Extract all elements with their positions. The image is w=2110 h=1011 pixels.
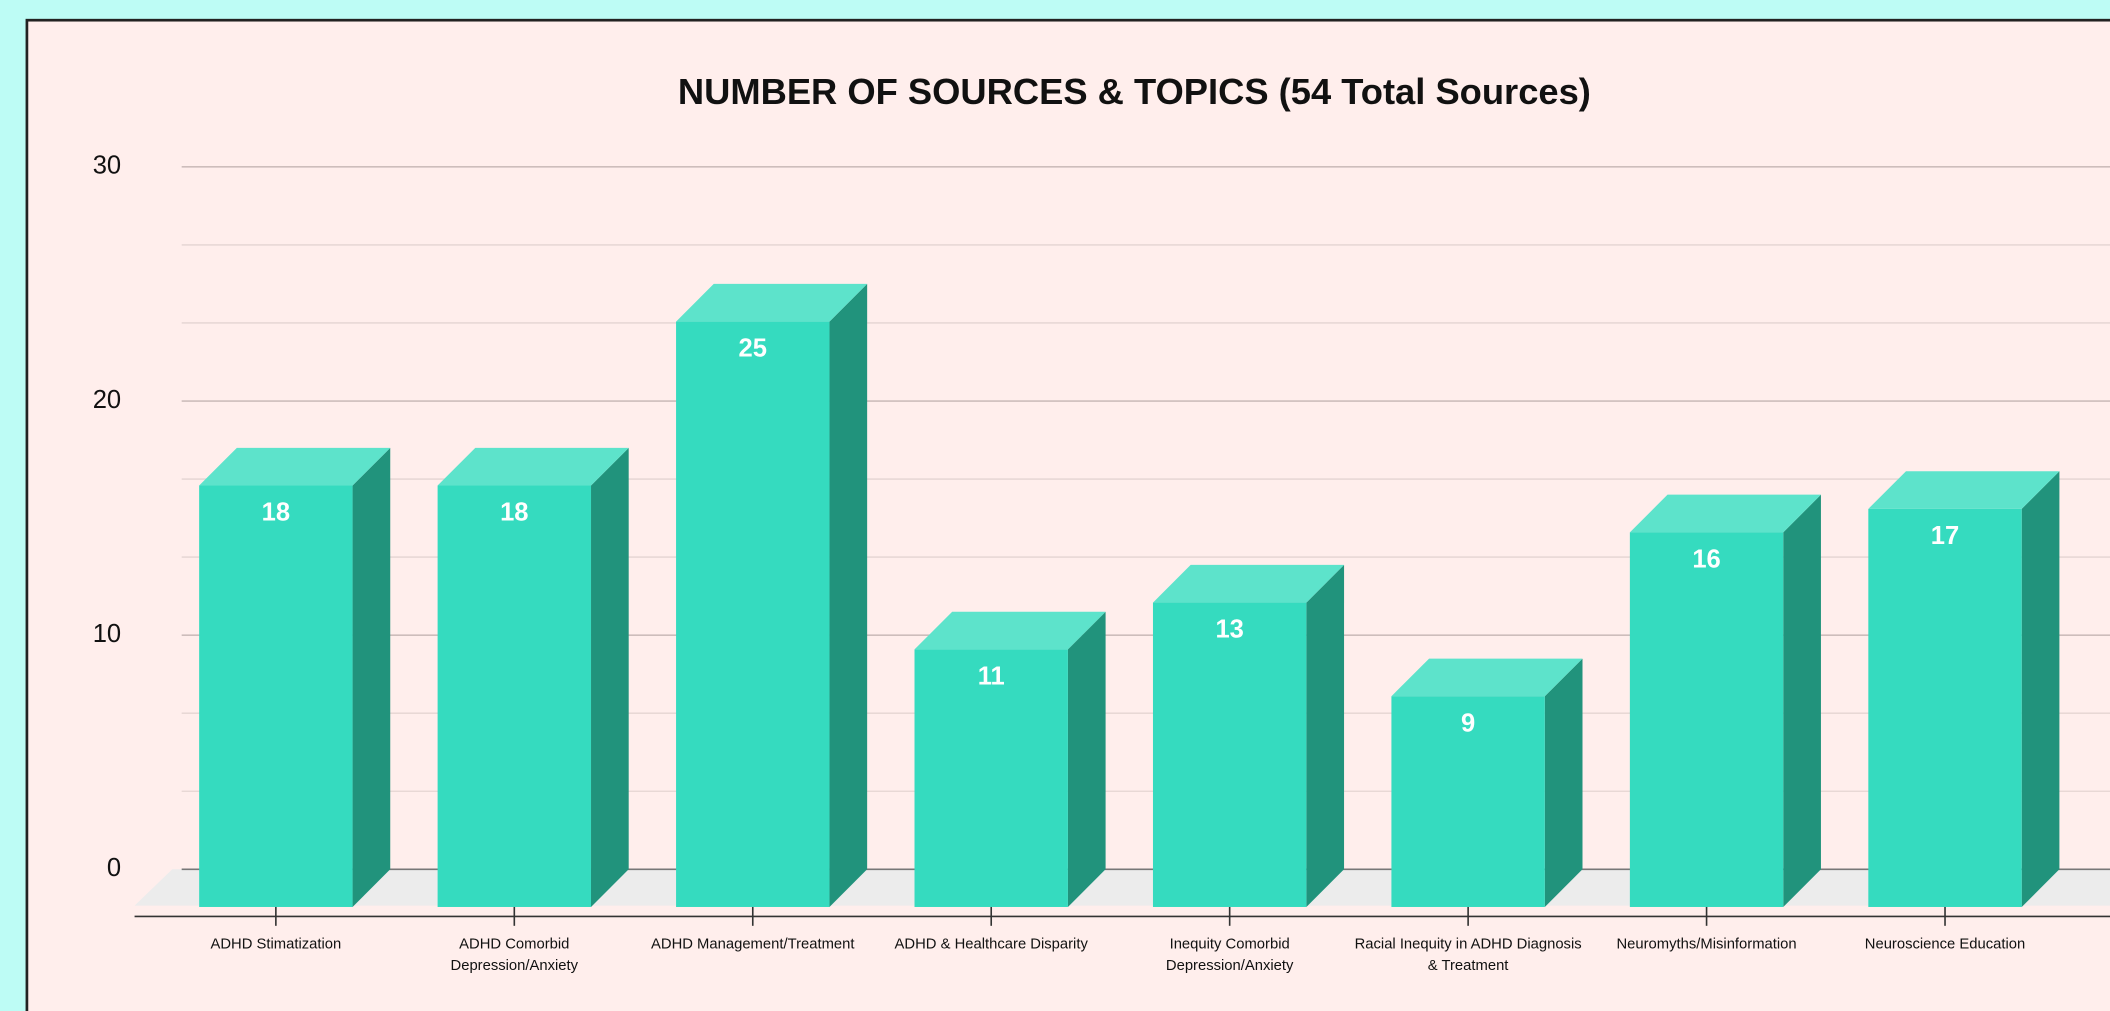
bar-top	[676, 283, 868, 322]
x-tick-label: ADHD & Healthcare Disparity	[894, 936, 1088, 953]
bar-top	[1152, 564, 1345, 603]
x-tick-label: ADHD Comorbid Depression/Anxiety	[450, 936, 579, 975]
x-tick-label-box: Racial Inequity in ADHD Diagnosis & Trea…	[1354, 936, 1582, 975]
x-tick-label-box: ADHD Management/Treatment	[651, 936, 855, 953]
value-label: 18	[500, 499, 528, 527]
value-label: 16	[1692, 545, 1720, 573]
bar	[1152, 602, 1307, 907]
bar-side	[1306, 564, 1345, 907]
bar-side	[1783, 494, 1821, 907]
value-label: 18	[262, 499, 290, 527]
x-tick-label: ADHD Stimatization	[210, 936, 342, 953]
bar-side	[352, 447, 391, 907]
x-tick-label-box: ADHD & Healthcare Disparity	[894, 936, 1088, 953]
value-label: 9	[1461, 709, 1475, 737]
y-tick-label: 10	[93, 620, 121, 648]
bar-top	[1868, 471, 2060, 509]
bar-top	[914, 611, 1106, 650]
x-tick-label-box: Inequity Comorbid Depression/Anxiety	[1165, 936, 1294, 975]
y-tick-label: 30	[93, 152, 121, 180]
x-tick-label: Inequity Comorbid Depression/Anxiety	[1165, 936, 1294, 975]
bar-side	[2021, 471, 2060, 907]
x-tick-label: Racial Inequity in ADHD Diagnosis & Trea…	[1354, 936, 1582, 975]
x-tick-label-box: Neuroscience Education	[1864, 936, 2026, 953]
bar	[199, 485, 353, 907]
x-tick-label: ADHD Management/Treatment	[651, 936, 855, 953]
y-tick-label: 20	[93, 386, 121, 414]
value-label: 17	[1931, 522, 1959, 550]
floor	[134, 869, 2110, 906]
bar-side	[1067, 611, 1106, 907]
bar	[1868, 508, 2022, 907]
bar-top	[199, 447, 391, 486]
chart-title: NUMBER OF SOURCES & TOPICS (54 Total Sou…	[678, 71, 1591, 112]
bar-top	[1629, 494, 1821, 533]
value-label: 11	[978, 662, 1005, 690]
bar-top	[1391, 658, 1583, 697]
x-tick-label-box: ADHD Comorbid Depression/Anxiety	[450, 936, 579, 975]
bar	[437, 485, 592, 907]
value-label: 25	[739, 335, 767, 363]
bar-side	[829, 283, 868, 907]
x-tick-label: Neuromyths/Misinformation	[1616, 936, 1797, 953]
bar	[1629, 532, 1784, 907]
bar	[676, 321, 830, 907]
x-tick-label: Neuroscience Education	[1864, 936, 2026, 953]
bar-side	[591, 447, 629, 907]
x-tick-label-box: ADHD Stimatization	[210, 936, 342, 953]
bar-side	[1544, 658, 1583, 907]
value-label: 13	[1215, 616, 1243, 644]
bar	[1391, 696, 1545, 907]
x-tick-label-box: Neuromyths/Misinformation	[1616, 936, 1797, 953]
bar	[914, 649, 1068, 907]
y-tick-label: 0	[107, 854, 121, 882]
bar-top	[437, 447, 629, 486]
